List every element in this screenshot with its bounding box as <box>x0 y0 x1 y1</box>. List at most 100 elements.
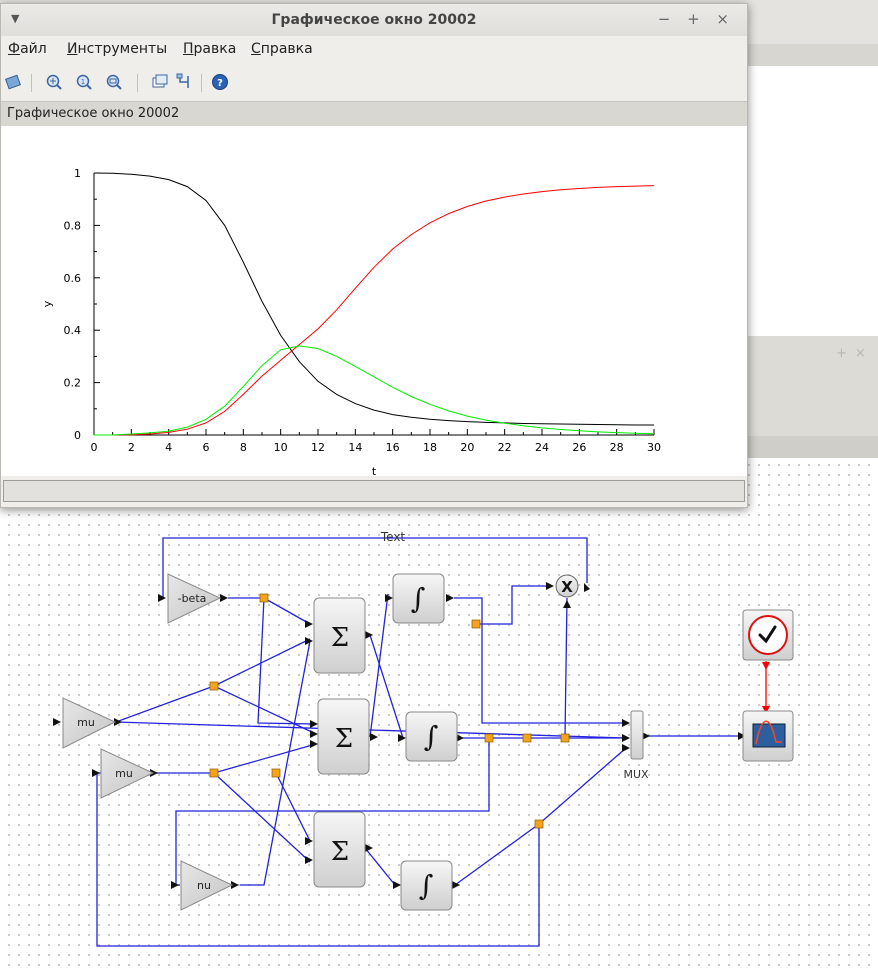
zoom-in-icon[interactable] <box>45 73 63 91</box>
link-sum2-int1 <box>369 593 389 738</box>
product-block[interactable]: X <box>555 574 579 598</box>
x-tick-label: 10 <box>274 441 288 454</box>
svg-text:?: ? <box>217 78 223 89</box>
link-mu1-sum2 <box>213 685 317 735</box>
menu-file[interactable]: Файл <box>8 41 47 57</box>
y-tick-label: 0.4 <box>64 324 82 337</box>
zoom-area-icon[interactable] <box>105 73 123 91</box>
integrator1-block[interactable]: ∫ <box>392 573 445 624</box>
split-points[interactable] <box>209 593 570 829</box>
x-tick-label: 12 <box>311 441 325 454</box>
sum1-symbol: Σ <box>331 623 349 653</box>
gain-mu2-label: mu <box>115 767 133 780</box>
x-tick-label: 22 <box>498 441 512 454</box>
palette-window-buttons[interactable]: +× <box>836 346 874 361</box>
event-arrow-in <box>762 706 770 714</box>
series-line-3 <box>94 345 655 436</box>
rotate-icon[interactable] <box>5 73 23 91</box>
gain-beta-block[interactable]: -beta <box>167 573 222 624</box>
menu-help[interactable]: Справка <box>251 41 313 57</box>
sum2-symbol: Σ <box>335 724 353 754</box>
x-tick-label: 26 <box>572 441 586 454</box>
x-axis-label: t <box>372 465 377 476</box>
x-tick-label: 30 <box>647 441 661 454</box>
mux-block[interactable]: MUX <box>623 710 649 781</box>
link-nu-sum1 <box>240 640 311 886</box>
integrator2-block[interactable]: ∫ <box>405 711 458 762</box>
xcos-diagram[interactable]: Text -beta mu mu nu Σ <box>0 458 878 971</box>
y-tick-label: 0.6 <box>64 272 82 285</box>
status-bar <box>3 480 745 502</box>
sum2-block[interactable]: Σ <box>317 698 370 775</box>
clock-icon <box>748 615 788 655</box>
window-buttons[interactable]: − + × <box>657 10 735 28</box>
help-icon[interactable]: ? <box>211 73 229 91</box>
menubar: Файл Инструменты Правка Справка <box>1 36 747 64</box>
graphic-window[interactable]: ▼ Графическое окно 20002 − + × Файл Инст… <box>0 3 748 508</box>
event-arrow <box>762 662 770 670</box>
gain-mu1-block[interactable]: mu <box>62 697 117 749</box>
figure-label: Графическое окно 20002 <box>7 106 180 121</box>
integrator3-block[interactable]: ∫ <box>400 860 453 911</box>
link-int1-mux <box>454 597 626 724</box>
toolbar-separator <box>201 74 202 92</box>
y-tick-label: 0.8 <box>64 219 82 232</box>
product-symbol: X <box>561 578 573 596</box>
diagram-canvas[interactable]: Text -beta mu mu nu Σ <box>0 458 878 971</box>
x-tick-label: 20 <box>460 441 474 454</box>
menu-tools[interactable]: Инструменты <box>67 41 168 57</box>
gain-mu2-block[interactable]: mu <box>100 748 155 799</box>
link-feedback-top <box>162 537 588 598</box>
mux-label: MUX <box>623 768 649 781</box>
gain-mu1-label: mu <box>77 716 95 729</box>
new-window-icon[interactable] <box>151 73 169 91</box>
window-menu-icon[interactable]: ▼ <box>11 12 20 25</box>
link-int1-prod <box>476 585 550 625</box>
figure-label-bar: Графическое окно 20002 <box>1 101 747 127</box>
menu-edit[interactable]: Правка <box>183 41 237 57</box>
integrator3-symbol: ∫ <box>419 869 434 902</box>
line-chart[interactable]: 0 2 4 6 8 10 12 14 16 18 20 22 24 26 28 3000.20.40.60.8… <box>1 126 747 478</box>
sum3-block[interactable]: Σ <box>313 811 366 888</box>
plot-area[interactable]: 0 2 4 6 8 10 12 14 16 18 20 22 24 26 28 30 0 0.2 0.4 0.6 0.8… <box>1 126 747 478</box>
link-nu-sum3 <box>275 772 311 842</box>
scope-icon <box>752 720 786 748</box>
y-tick-label: 0 <box>74 429 81 442</box>
sum1-block[interactable]: Σ <box>313 597 366 674</box>
link-mu2-sum2 <box>153 743 317 774</box>
series-line-1 <box>93 172 654 426</box>
palette-window-strip <box>740 436 878 458</box>
graphic-window-titlebar[interactable]: ▼ Графическое окно 20002 − + × <box>1 4 747 36</box>
zoom-reset-icon[interactable]: 1 <box>75 73 93 91</box>
x-tick-label: 24 <box>535 441 549 454</box>
toolbar-separator <box>137 74 138 92</box>
ports <box>53 582 746 889</box>
gain-beta-label: -beta <box>178 592 207 605</box>
gain-nu-label: nu <box>197 879 211 892</box>
x-tick-label: 4 <box>165 441 172 454</box>
x-tick-label: 6 <box>203 441 210 454</box>
x-tick-label: 16 <box>386 441 400 454</box>
y-axis-label: y <box>41 300 54 307</box>
x-tick-label: 2 <box>128 441 135 454</box>
x-tick-label: 14 <box>348 441 362 454</box>
integrator1-symbol: ∫ <box>411 582 426 615</box>
link-sum3-int3 <box>364 847 396 886</box>
x-tick-label: 8 <box>240 441 247 454</box>
svg-text:1: 1 <box>81 78 85 86</box>
data-tips-icon[interactable] <box>175 73 193 91</box>
scope-block[interactable] <box>742 710 794 762</box>
link-int3-mux <box>454 747 627 886</box>
clock-block[interactable] <box>742 609 794 661</box>
gain-nu-block[interactable]: nu <box>180 860 234 911</box>
y-tick-label: 0.2 <box>64 377 82 390</box>
link-beta-sum2 <box>257 597 317 725</box>
y-tick-label: 1 <box>74 167 81 180</box>
toolbar-separator <box>31 74 32 92</box>
sum3-symbol: Σ <box>331 837 349 867</box>
window-title: Графическое окно 20002 <box>271 12 477 28</box>
x-tick-label: 28 <box>610 441 624 454</box>
chart-series <box>93 172 655 436</box>
text-block[interactable]: Text <box>380 530 406 544</box>
links[interactable] <box>96 537 744 947</box>
